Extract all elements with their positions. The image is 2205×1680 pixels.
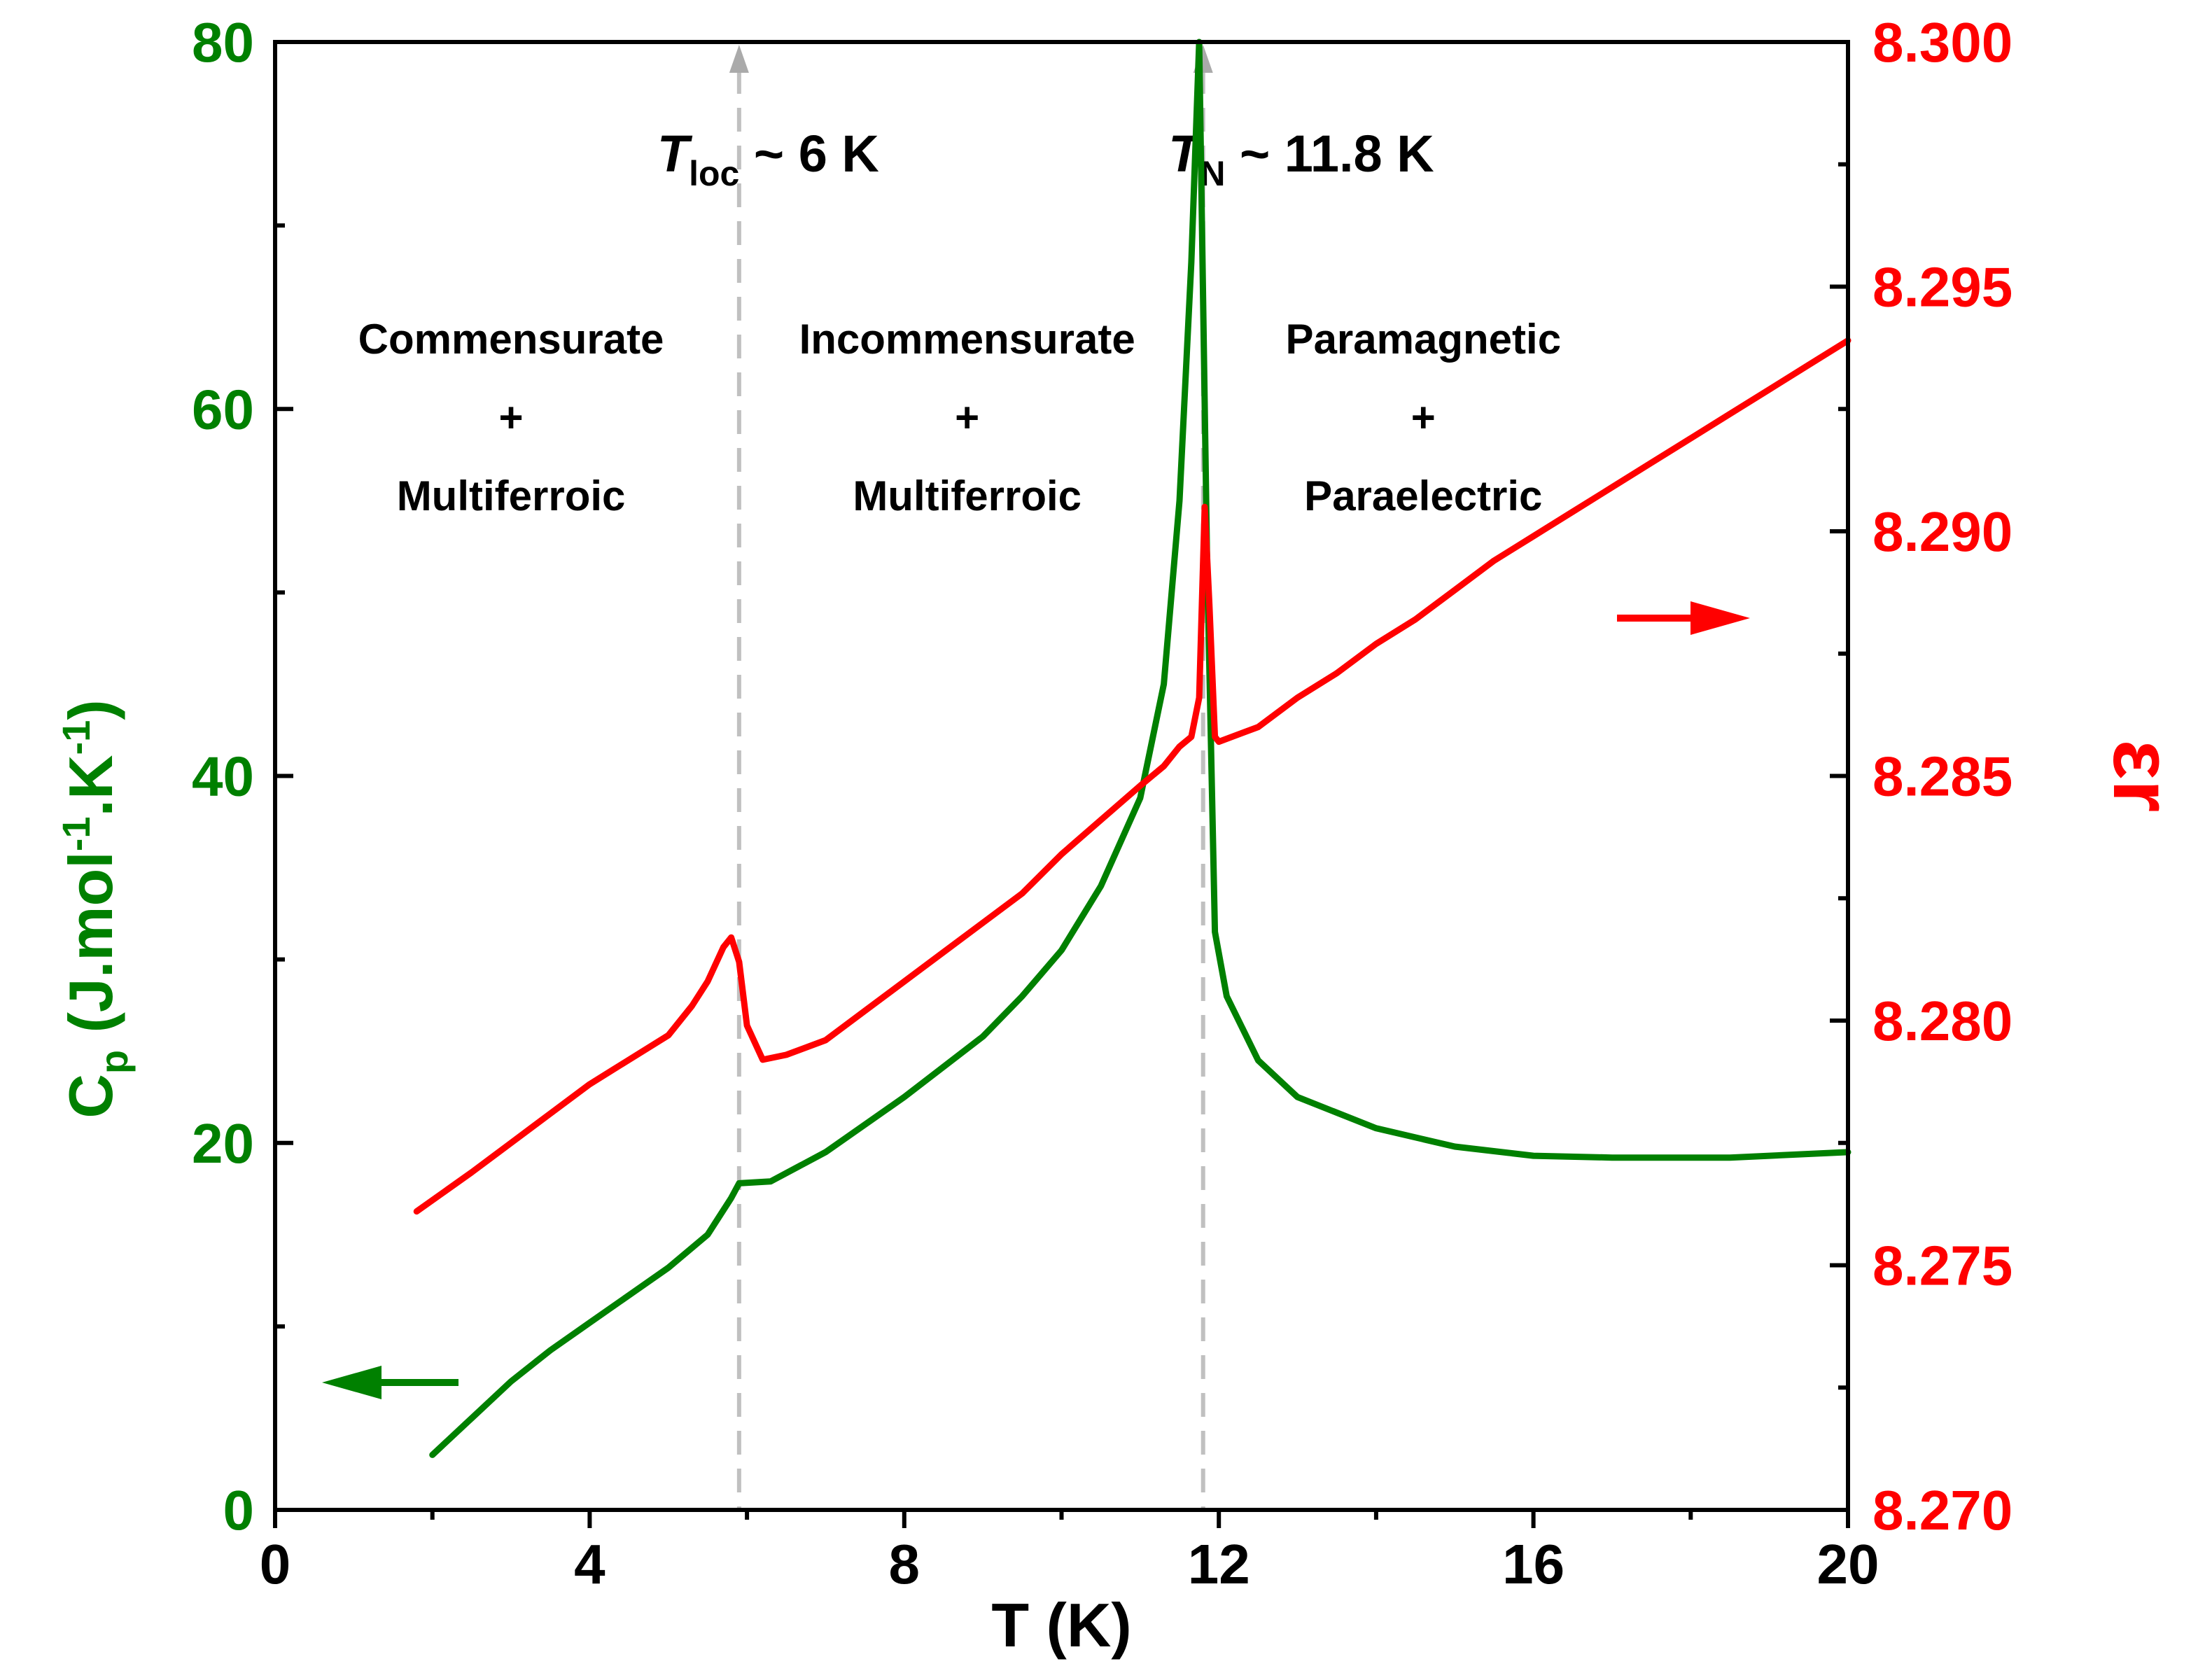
y-left-title-main: C [56, 1074, 125, 1119]
transition-label: Tloc ~ 6 K [657, 125, 879, 193]
y-right-tick-label: 8.275 [1872, 1235, 2012, 1297]
y-left-tick-label: 60 [192, 378, 254, 440]
y-left-title-sup1: -1 [54, 816, 98, 851]
region-label-line: Multiferroic [397, 472, 626, 519]
region-label-line: Incommensurate [799, 316, 1135, 363]
x-tick-label: 20 [1817, 1533, 1879, 1595]
right-axis-arrow-head [1690, 601, 1750, 635]
y-left-title-sub: p [92, 1050, 136, 1074]
y-left-title-end: ) [56, 699, 125, 720]
y-right-tick-label: 8.295 [1872, 256, 2012, 318]
region-label-line: Paraelectric [1304, 472, 1542, 519]
x-axis-title: T (K) [991, 1590, 1131, 1660]
left-axis-arrow-head [322, 1366, 382, 1399]
region-label-line: Multiferroic [853, 472, 1082, 519]
y-right-axis-title: εr [2096, 740, 2190, 813]
x-tick-label: 16 [1502, 1533, 1564, 1595]
y-left-tick-label: 0 [223, 1479, 255, 1541]
heat-capacity-series-line [429, 38, 1851, 1458]
permittivity-series-line [413, 337, 1851, 1215]
axis-ticks [273, 40, 1850, 1528]
data-series [413, 38, 1851, 1458]
y-left-tick-label: 20 [192, 1112, 254, 1175]
x-tick-label: 4 [574, 1533, 606, 1595]
region-label-line: Paramagnetic [1286, 316, 1562, 363]
region-label-line: + [1411, 394, 1436, 441]
y-right-tick-label: 8.280 [1872, 990, 2012, 1052]
region-label-line: + [499, 394, 524, 441]
transition-markers: Tloc ~ 6 K TN ~ 11.8 K [657, 45, 1434, 1510]
y-left-axis-title: Cp (J.mol-1.K-1) [54, 699, 136, 1118]
y-right-tick-label: 8.300 [1872, 11, 2012, 74]
region-label-line: Commensurate [358, 316, 664, 363]
tick-labels: 0 4 8 12 16 20 0 20 40 60 80 8.270 8.275 8.280 8.285 8.… [192, 11, 2012, 1595]
y-left-title-mid: .K [56, 755, 125, 816]
x-tick-label: 0 [260, 1533, 291, 1595]
plot-frame [273, 40, 1850, 1512]
y-left-title-sup2: -1 [54, 720, 98, 755]
region-label-line: + [955, 394, 979, 441]
y-left-tick-label: 40 [192, 746, 254, 808]
region-annotations: Commensurate + Multiferroic Incommensurate +… [358, 316, 1561, 519]
x-tick-label: 8 [889, 1533, 920, 1595]
y-right-tick-label: 8.270 [1872, 1479, 2012, 1541]
transition-label: TN ~ 11.8 K [1168, 125, 1434, 193]
y-left-title-rest: (J.mol [56, 851, 125, 1050]
y-left-tick-label: 80 [192, 11, 254, 74]
x-tick-label: 12 [1188, 1533, 1250, 1595]
transition-arrowhead [729, 45, 749, 73]
y-right-tick-label: 8.285 [1872, 746, 2012, 808]
axis-arrows [322, 601, 1750, 1399]
y-right-tick-label: 8.290 [1872, 500, 2012, 563]
